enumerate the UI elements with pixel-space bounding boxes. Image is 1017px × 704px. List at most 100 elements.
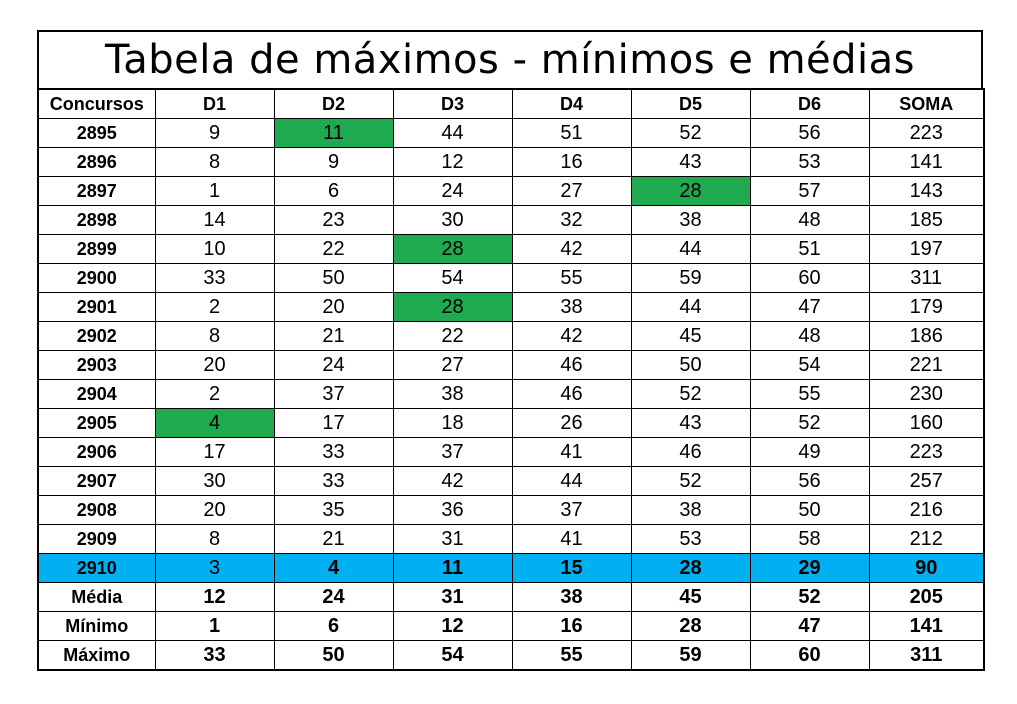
table-cell: 16 — [511, 147, 632, 177]
row-label: 2901 — [37, 292, 156, 322]
current-row: 2910 3 4 11 15 28 29 90 — [37, 553, 985, 583]
table-cell: 37 — [392, 437, 513, 467]
table-cell: 18 — [392, 408, 513, 438]
table-cell: 54 — [392, 263, 513, 293]
table-cell: 43 — [630, 408, 751, 438]
table-row: 2909 8 21 31 41 53 58 212 — [37, 524, 985, 554]
table-cell: 33 — [273, 466, 394, 496]
table-body: 2895 9 11 44 51 52 56 223 2896 8 9 12 16 43 53 141 2897 1… — [37, 118, 985, 671]
table-cell: 12 — [392, 147, 513, 177]
table-cell: 55 — [511, 263, 632, 293]
table-row: 2907 30 33 42 44 52 56 257 — [37, 466, 985, 496]
table-cell: 24 — [392, 176, 513, 206]
table-row: 2904 2 37 38 46 52 55 230 — [37, 379, 985, 409]
stat-row: Média 12 24 31 38 45 52 205 — [37, 582, 985, 612]
table-cell: 12 — [154, 582, 275, 612]
table-cell: 47 — [749, 611, 870, 641]
stat-row: Mínimo 1 6 12 16 28 47 141 — [37, 611, 985, 641]
header-row: Concursos D1 D2 D3 D4 D5 D6 SOMA — [37, 88, 985, 119]
column-header-d2: D2 — [273, 88, 394, 119]
table-row: 2897 1 6 24 27 28 57 143 — [37, 176, 985, 206]
table-cell: 37 — [273, 379, 394, 409]
row-label: 2895 — [37, 118, 156, 148]
column-header-soma: SOMA — [868, 88, 985, 119]
table-cell: 141 — [868, 611, 985, 641]
table-cell: 57 — [749, 176, 870, 206]
table-cell: 8 — [154, 321, 275, 351]
row-label: 2897 — [37, 176, 156, 206]
table-cell: 6 — [273, 176, 394, 206]
table-cell: 160 — [868, 408, 985, 438]
table-cell: 28 — [630, 553, 751, 583]
table-cell: 55 — [511, 640, 632, 671]
results-table: Concursos D1 D2 D3 D4 D5 D6 SOMA 2895 9 11 44 51 52 5… — [37, 88, 985, 671]
row-label: 2902 — [37, 321, 156, 351]
table-cell: 52 — [630, 379, 751, 409]
spreadsheet: Tabela de máximos - mínimos e médias Con… — [37, 30, 985, 671]
row-label: 2900 — [37, 263, 156, 293]
table-cell: 257 — [868, 466, 985, 496]
table-cell: 311 — [868, 640, 985, 671]
table-cell: 141 — [868, 147, 985, 177]
table-row: 2899 10 22 28 42 44 51 197 — [37, 234, 985, 264]
table-row: 2903 20 24 27 46 50 54 221 — [37, 350, 985, 380]
table-cell: 52 — [749, 408, 870, 438]
table-cell: 38 — [630, 205, 751, 235]
row-label: 2905 — [37, 408, 156, 438]
table-cell: 10 — [154, 234, 275, 264]
table-title: Tabela de máximos - mínimos e médias — [37, 30, 983, 88]
table-cell: 54 — [749, 350, 870, 380]
stat-row: Máximo 33 50 54 55 59 60 311 — [37, 640, 985, 671]
table-cell: 22 — [273, 234, 394, 264]
table-cell: 17 — [273, 408, 394, 438]
table-cell: 50 — [273, 640, 394, 671]
column-header-d4: D4 — [511, 88, 632, 119]
table-cell: 2 — [154, 292, 275, 322]
table-cell: 9 — [154, 118, 275, 148]
table-cell: 46 — [630, 437, 751, 467]
row-label: 2909 — [37, 524, 156, 554]
table-cell: 21 — [273, 321, 394, 351]
table-cell: 50 — [630, 350, 751, 380]
table-cell: 90 — [868, 553, 985, 583]
row-label: 2903 — [37, 350, 156, 380]
row-label: 2908 — [37, 495, 156, 525]
table-cell: 36 — [392, 495, 513, 525]
table-cell: 53 — [749, 147, 870, 177]
table-cell: 212 — [868, 524, 985, 554]
table-cell: 311 — [868, 263, 985, 293]
table-cell: 44 — [630, 292, 751, 322]
table-cell: 31 — [392, 524, 513, 554]
table-cell: 20 — [154, 495, 275, 525]
table-cell: 8 — [154, 147, 275, 177]
table-cell: 42 — [392, 466, 513, 496]
table-cell: 16 — [511, 611, 632, 641]
table-cell: 41 — [511, 437, 632, 467]
table-cell: 1 — [154, 176, 275, 206]
table-cell: 33 — [154, 263, 275, 293]
row-label: 2896 — [37, 147, 156, 177]
table-cell: 56 — [749, 118, 870, 148]
table-cell: 41 — [511, 524, 632, 554]
table-row: 2908 20 35 36 37 38 50 216 — [37, 495, 985, 525]
table-cell: 197 — [868, 234, 985, 264]
table-cell: 216 — [868, 495, 985, 525]
table-cell: 143 — [868, 176, 985, 206]
table-cell: 42 — [511, 234, 632, 264]
table-cell: 8 — [154, 524, 275, 554]
table-cell: 1 — [154, 611, 275, 641]
table-cell: 22 — [392, 321, 513, 351]
table-cell: 52 — [630, 118, 751, 148]
row-label: 2898 — [37, 205, 156, 235]
table-cell: 59 — [630, 640, 751, 671]
table-cell: 4 — [273, 553, 394, 583]
table-cell: 2 — [154, 379, 275, 409]
table-cell: 27 — [392, 350, 513, 380]
table-row: 2896 8 9 12 16 43 53 141 — [37, 147, 985, 177]
table-cell: 31 — [392, 582, 513, 612]
table-cell: 223 — [868, 437, 985, 467]
table-cell: 38 — [511, 292, 632, 322]
table-row: 2895 9 11 44 51 52 56 223 — [37, 118, 985, 148]
table-cell: 24 — [273, 582, 394, 612]
table-cell: 50 — [749, 495, 870, 525]
